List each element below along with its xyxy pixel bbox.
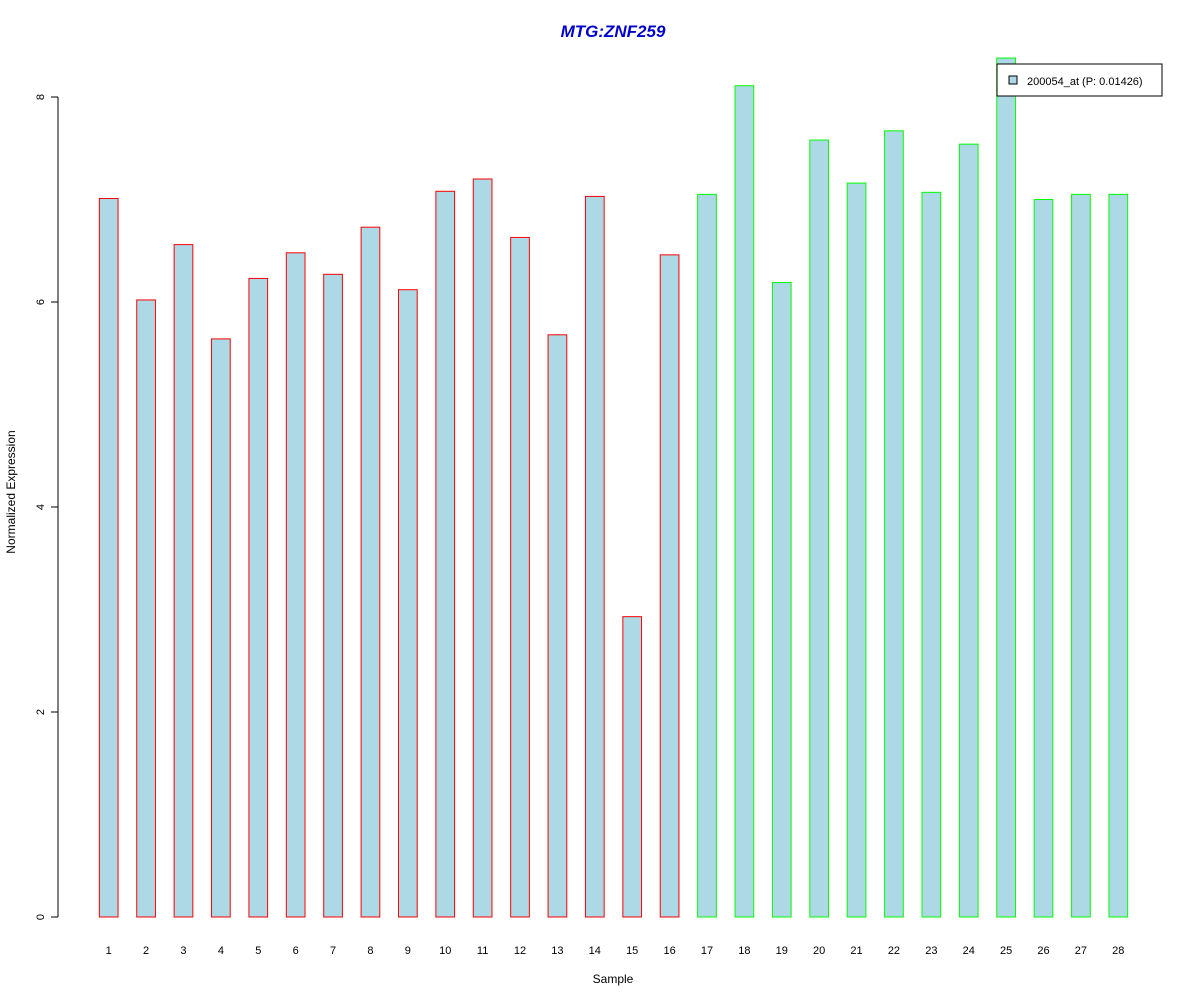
x-tick-label: 19 (776, 945, 788, 957)
x-tick-label: 25 (1000, 945, 1012, 957)
legend-label: 200054_at (P: 0.01426) (1027, 76, 1143, 88)
x-tick-label: 23 (925, 945, 937, 957)
bar-sample-25 (996, 57, 1016, 918)
bar-sample-9 (397, 289, 418, 918)
bar-sample-18 (734, 85, 755, 918)
y-tick-label: 0 (35, 914, 47, 920)
y-tick-label: 6 (35, 299, 47, 305)
x-tick-label: 24 (963, 945, 975, 957)
x-tick-label: 21 (850, 945, 862, 957)
bar-sample-2 (136, 299, 156, 918)
bar-sample-10 (435, 190, 456, 918)
legend: 200054_at (P: 0.01426) (996, 63, 1163, 97)
bar-sample-26 (1033, 199, 1054, 918)
legend-swatch (1008, 75, 1018, 85)
x-tick-label: 18 (738, 945, 750, 957)
bar-sample-17 (697, 193, 717, 918)
x-tick-label: 9 (405, 945, 411, 957)
bar-sample-8 (360, 226, 381, 918)
bar-sample-1 (98, 197, 119, 918)
bar-sample-12 (510, 236, 530, 918)
x-tick-label: 27 (1075, 945, 1087, 957)
bar-sample-24 (958, 143, 979, 918)
x-tick-label: 16 (663, 945, 675, 957)
bar-sample-6 (285, 252, 306, 918)
bar-sample-11 (472, 178, 493, 918)
x-tick-label: 6 (293, 945, 299, 957)
x-tick-label: 17 (701, 945, 713, 957)
x-tick-label: 4 (218, 945, 224, 957)
bar-sample-20 (809, 139, 830, 918)
bar-sample-16 (659, 254, 680, 918)
x-tick-label: 11 (477, 945, 488, 957)
bar-sample-7 (323, 273, 343, 918)
x-tick-label: 1 (106, 945, 112, 957)
y-axis: 0 2 4 6 8 (35, 94, 59, 920)
x-tick-label: 7 (330, 945, 336, 957)
y-tick-label: 8 (35, 94, 47, 100)
bar-sample-13 (547, 334, 568, 918)
x-tick-label: 14 (589, 945, 601, 957)
bar-sample-19 (771, 282, 792, 918)
bar-sample-28 (1108, 193, 1129, 918)
x-tick-label: 28 (1112, 945, 1124, 957)
x-tick-label: 10 (439, 945, 451, 957)
x-tick-label: 2 (143, 945, 149, 957)
x-tick-label: 15 (626, 945, 638, 957)
bar-sample-27 (1071, 193, 1091, 918)
x-tick-label: 8 (367, 945, 373, 957)
x-tick-label: 22 (888, 945, 900, 957)
bars (98, 57, 1129, 918)
bar-sample-22 (884, 130, 904, 918)
x-axis-label: Sample (593, 972, 634, 986)
bar-sample-21 (846, 182, 867, 918)
chart-title: MTG:ZNF259 (561, 22, 666, 41)
legend-box (996, 63, 1163, 97)
bar-sample-15 (622, 616, 643, 918)
x-tick-labels: 1 2 3 4 5 6 7 8 9 10 11 12 13 14 15 16 17 18 19 20 21 22 23 24 2… (106, 945, 1125, 957)
y-axis-label: Normalized Expression (4, 430, 18, 553)
x-tick-label: 26 (1037, 945, 1049, 957)
bar-sample-4 (211, 338, 231, 918)
bar-sample-5 (248, 277, 269, 918)
bar-sample-23 (921, 191, 942, 918)
bar-sample-3 (173, 244, 194, 918)
bar-sample-14 (584, 195, 605, 918)
x-tick-label: 3 (180, 945, 186, 957)
x-tick-label: 13 (551, 945, 563, 957)
y-tick-label: 2 (35, 709, 47, 715)
x-tick-label: 20 (813, 945, 825, 957)
x-tick-label: 12 (514, 945, 526, 957)
x-tick-label: 5 (255, 945, 261, 957)
y-tick-label: 4 (35, 504, 47, 510)
